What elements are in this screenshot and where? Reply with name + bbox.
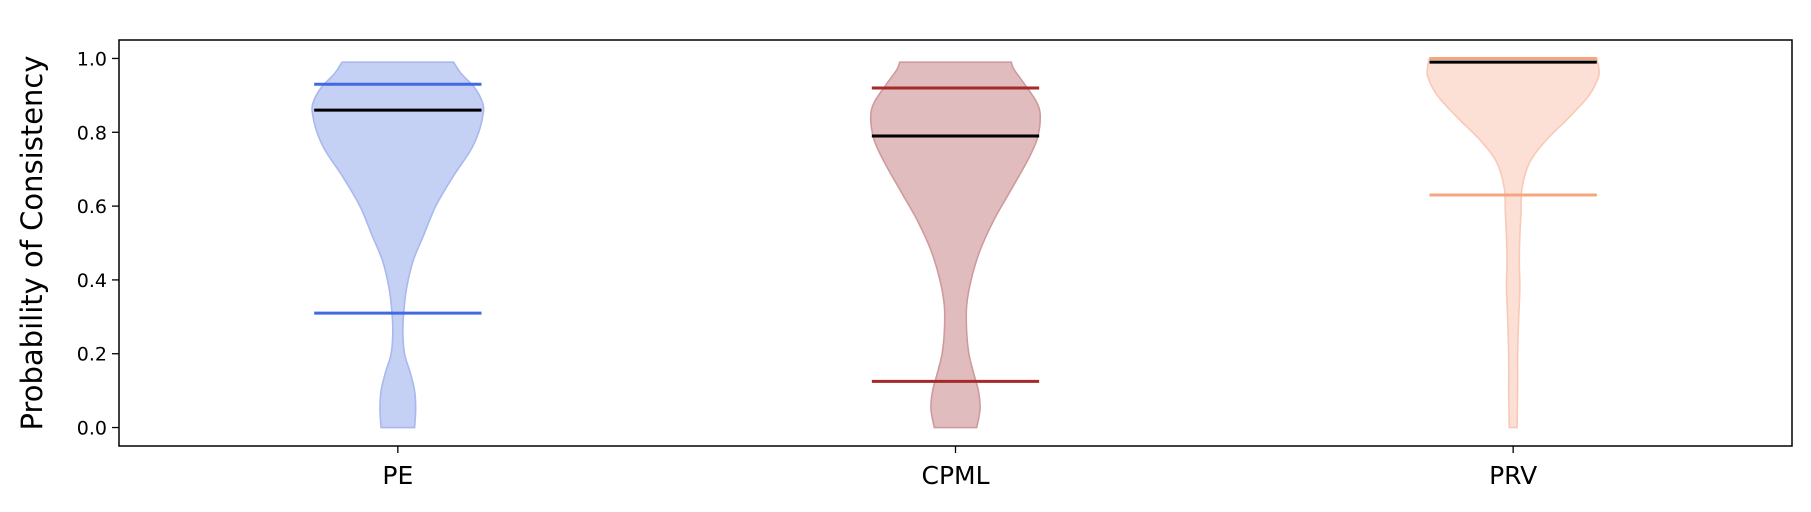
y-tick-label: 1.0 (77, 48, 107, 70)
x-tick-label: CPML (921, 461, 989, 490)
y-tick-label: 0.0 (77, 418, 107, 440)
x-tick-label: PE (382, 461, 413, 490)
violin-pe (311, 61, 485, 429)
y-axis-label: Probability of Consistency (15, 55, 49, 430)
violin-prv (1426, 56, 1601, 429)
y-tick-label: 0.6 (77, 196, 107, 218)
violin-body (311, 61, 485, 429)
y-tick-label: 0.4 (77, 270, 107, 292)
violin-body (869, 61, 1042, 429)
plot-frame (118, 39, 1793, 447)
violin-cpml (869, 61, 1042, 429)
y-tick-label: 0.8 (77, 122, 107, 144)
violins-group (311, 56, 1601, 429)
y-axis: 0.0 0.2 0.4 0.6 0.8 1.0 (77, 48, 119, 440)
x-axis: PE CPML PRV (382, 446, 1537, 490)
y-tick-label: 0.2 (77, 344, 107, 366)
x-tick-label: PRV (1489, 461, 1537, 490)
